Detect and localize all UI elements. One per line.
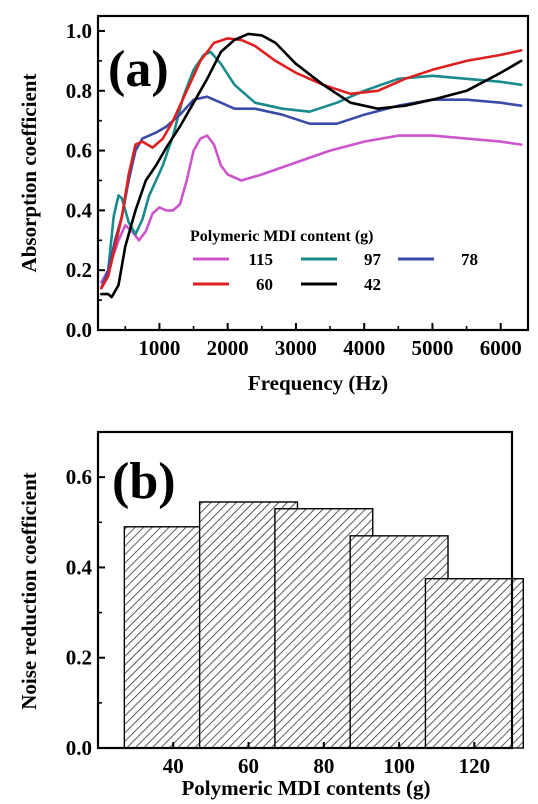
x-tick-label: 3000: [275, 336, 317, 360]
noise-reduction-chart: 40 60 80 100 120 0.0 0.2 0.4 0.6 (b) Polymeric …: [17, 430, 524, 800]
x-tick-label: 100: [383, 754, 415, 778]
series-line-42: [100, 32, 523, 299]
x-tick-label: 40: [163, 754, 184, 778]
y-tick-label: 0.4: [66, 555, 93, 579]
x-tick-label: 120: [459, 754, 491, 778]
legend-label-42: 42: [364, 275, 381, 294]
y-tick-label: 0.0: [66, 736, 92, 760]
legend-label-78: 78: [461, 250, 478, 269]
x-tick-label: 2000: [207, 336, 249, 360]
noise-reduction-x-ticks: 40 60 80 100 120: [163, 742, 490, 778]
legend-label-97: 97: [364, 250, 382, 269]
absorption-x-axis-title: Frequency (Hz): [248, 371, 388, 395]
x-tick-label: 5000: [411, 336, 453, 360]
panel-label-a: (a): [108, 41, 169, 98]
x-tick-label: 4000: [343, 336, 385, 360]
x-tick-label: 6000: [480, 336, 522, 360]
x-tick-label: 80: [313, 754, 334, 778]
noise-reduction-y-axis-title: Noise reduction coefficient: [17, 472, 41, 710]
series-line-60: [100, 37, 523, 290]
noise-reduction-bars: [123, 501, 524, 749]
absorption-chart: 1000 2000 3000 4000 5000 6000 0.0 0.2 0.4 0.6 0.8…: [17, 14, 530, 395]
absorption-series-lines: [100, 32, 523, 299]
legend-title: Polymeric MDI content (g): [190, 228, 374, 245]
series-line-115: [100, 134, 523, 284]
y-tick-label: 1.0: [66, 19, 92, 43]
x-tick-label: 1000: [138, 336, 180, 360]
noise-reduction-plot-frame: [96, 430, 514, 750]
absorption-y-axis-title: Absorption coefficient: [17, 74, 41, 273]
y-tick-label: 0.8: [66, 79, 92, 103]
legend-label-60: 60: [256, 275, 273, 294]
x-tick-label: 60: [238, 754, 259, 778]
noise-reduction-y-ticks: 0.0 0.2 0.4 0.6: [66, 465, 105, 760]
y-tick-label: 0.6: [66, 139, 92, 163]
y-tick-label: 0.0: [66, 318, 92, 342]
absorption-legend: Polymeric MDI content (g) 115 97 78 60 42: [190, 228, 478, 294]
y-tick-label: 0.2: [66, 258, 92, 282]
legend-label-115: 115: [248, 250, 273, 269]
noise-reduction-x-axis-title: Polymeric MDI contents (g): [181, 776, 430, 800]
panel-label-b: (b): [112, 453, 176, 510]
absorption-y-ticks: 0.0 0.2 0.4 0.6 0.8 1.0: [66, 19, 105, 342]
y-tick-label: 0.4: [66, 198, 93, 222]
y-tick-label: 0.2: [66, 646, 92, 670]
y-tick-label: 0.6: [66, 465, 92, 489]
absorption-x-ticks: 1000 2000 3000 4000 5000 6000: [124, 323, 522, 360]
bar-120: [424, 578, 524, 749]
absorption-plot-frame: [96, 14, 530, 332]
